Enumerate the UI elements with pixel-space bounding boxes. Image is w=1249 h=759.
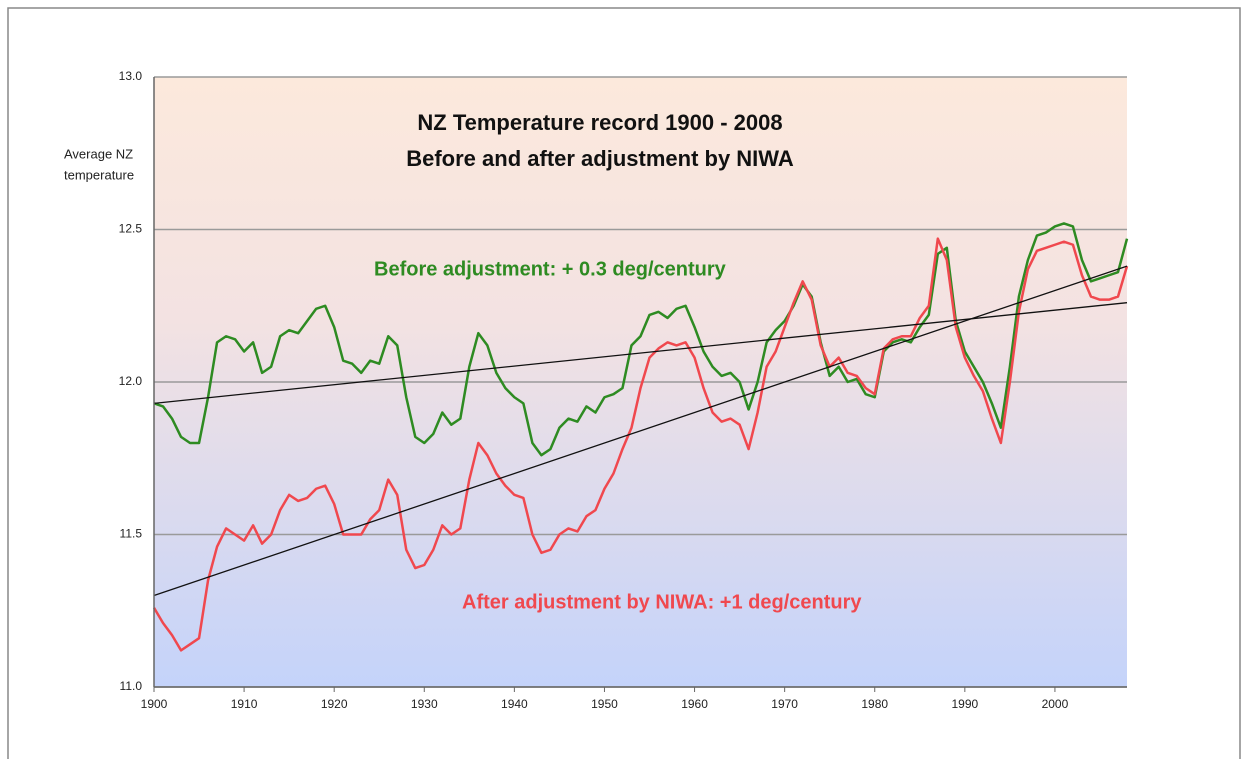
x-tick-label: 1940: [501, 697, 528, 711]
x-tick-label: 1970: [771, 697, 798, 711]
series-line: [153, 222, 1129, 457]
series-annotation: After adjustment by NIWA: +1 deg/century: [462, 591, 862, 613]
y-tick-label: 12.0: [119, 374, 143, 388]
x-tick-label: 1980: [861, 697, 888, 711]
trend-line: [153, 265, 1128, 597]
chart-title: NZ Temperature record 1900 - 2008: [417, 110, 782, 135]
y-tick-label: 11.5: [120, 527, 143, 541]
series-line: [152, 237, 1129, 652]
y-tick-label: 12.5: [119, 222, 143, 236]
x-tick-label: 1960: [681, 697, 708, 711]
y-tick-label: 13.0: [119, 69, 143, 83]
x-tick-label: 1990: [951, 697, 978, 711]
series-annotation: Before adjustment: + 0.3 deg/century: [374, 258, 727, 280]
chart-subtitle: Before and after adjustment by NIWA: [406, 146, 794, 171]
y-axis-label: Average NZ: [64, 146, 133, 161]
y-tick-label: 11.0: [120, 679, 143, 693]
x-tick-label: 1930: [411, 697, 438, 711]
marks: [152, 222, 1129, 652]
trend-line: [153, 302, 1128, 404]
x-tick-label: 1910: [231, 697, 258, 711]
x-tick-label: 2000: [1042, 697, 1069, 711]
frame: [7, 7, 1241, 759]
y-axis-label: temperature: [64, 167, 134, 182]
x-tick-label: 1950: [591, 697, 618, 711]
x-tick-label: 1900: [141, 697, 168, 711]
x-tick-label: 1920: [321, 697, 348, 711]
